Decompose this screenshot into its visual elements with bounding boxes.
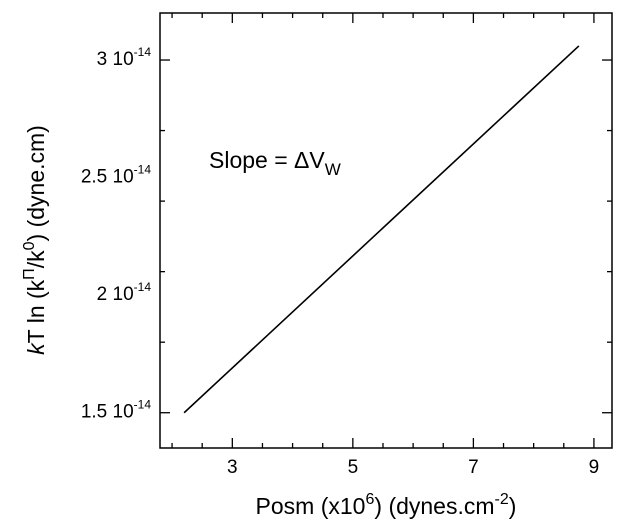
annotation-slope: Slope = ΔVW [209, 147, 341, 179]
x-axis-label: Posm (x106) (dynes.cm-2) [256, 491, 517, 519]
y-tick-label: 2 10-14 [97, 280, 152, 305]
plot-frame [159, 12, 613, 449]
axis-ticks [160, 13, 612, 448]
x-tick-label: 7 [468, 457, 479, 478]
axis-tick-labels: 3 5 7 9 1.5 10-14 2 10-14 2.5 10-14 3 10-14 [81, 45, 599, 478]
x-tick-label: 5 [348, 457, 359, 478]
y-tick-label: 2.5 10-14 [81, 163, 151, 188]
series-line-0 [183, 45, 580, 414]
x-tick-label: 9 [589, 457, 600, 478]
x-tick-label: 3 [227, 457, 238, 478]
y-tick-label: 3 10-14 [97, 45, 152, 70]
y-tick-label: 1.5 10-14 [81, 398, 151, 423]
series-group [183, 45, 580, 414]
y-axis-label: kT ln (kΠ/k0) (dyne.cm) [21, 125, 49, 355]
